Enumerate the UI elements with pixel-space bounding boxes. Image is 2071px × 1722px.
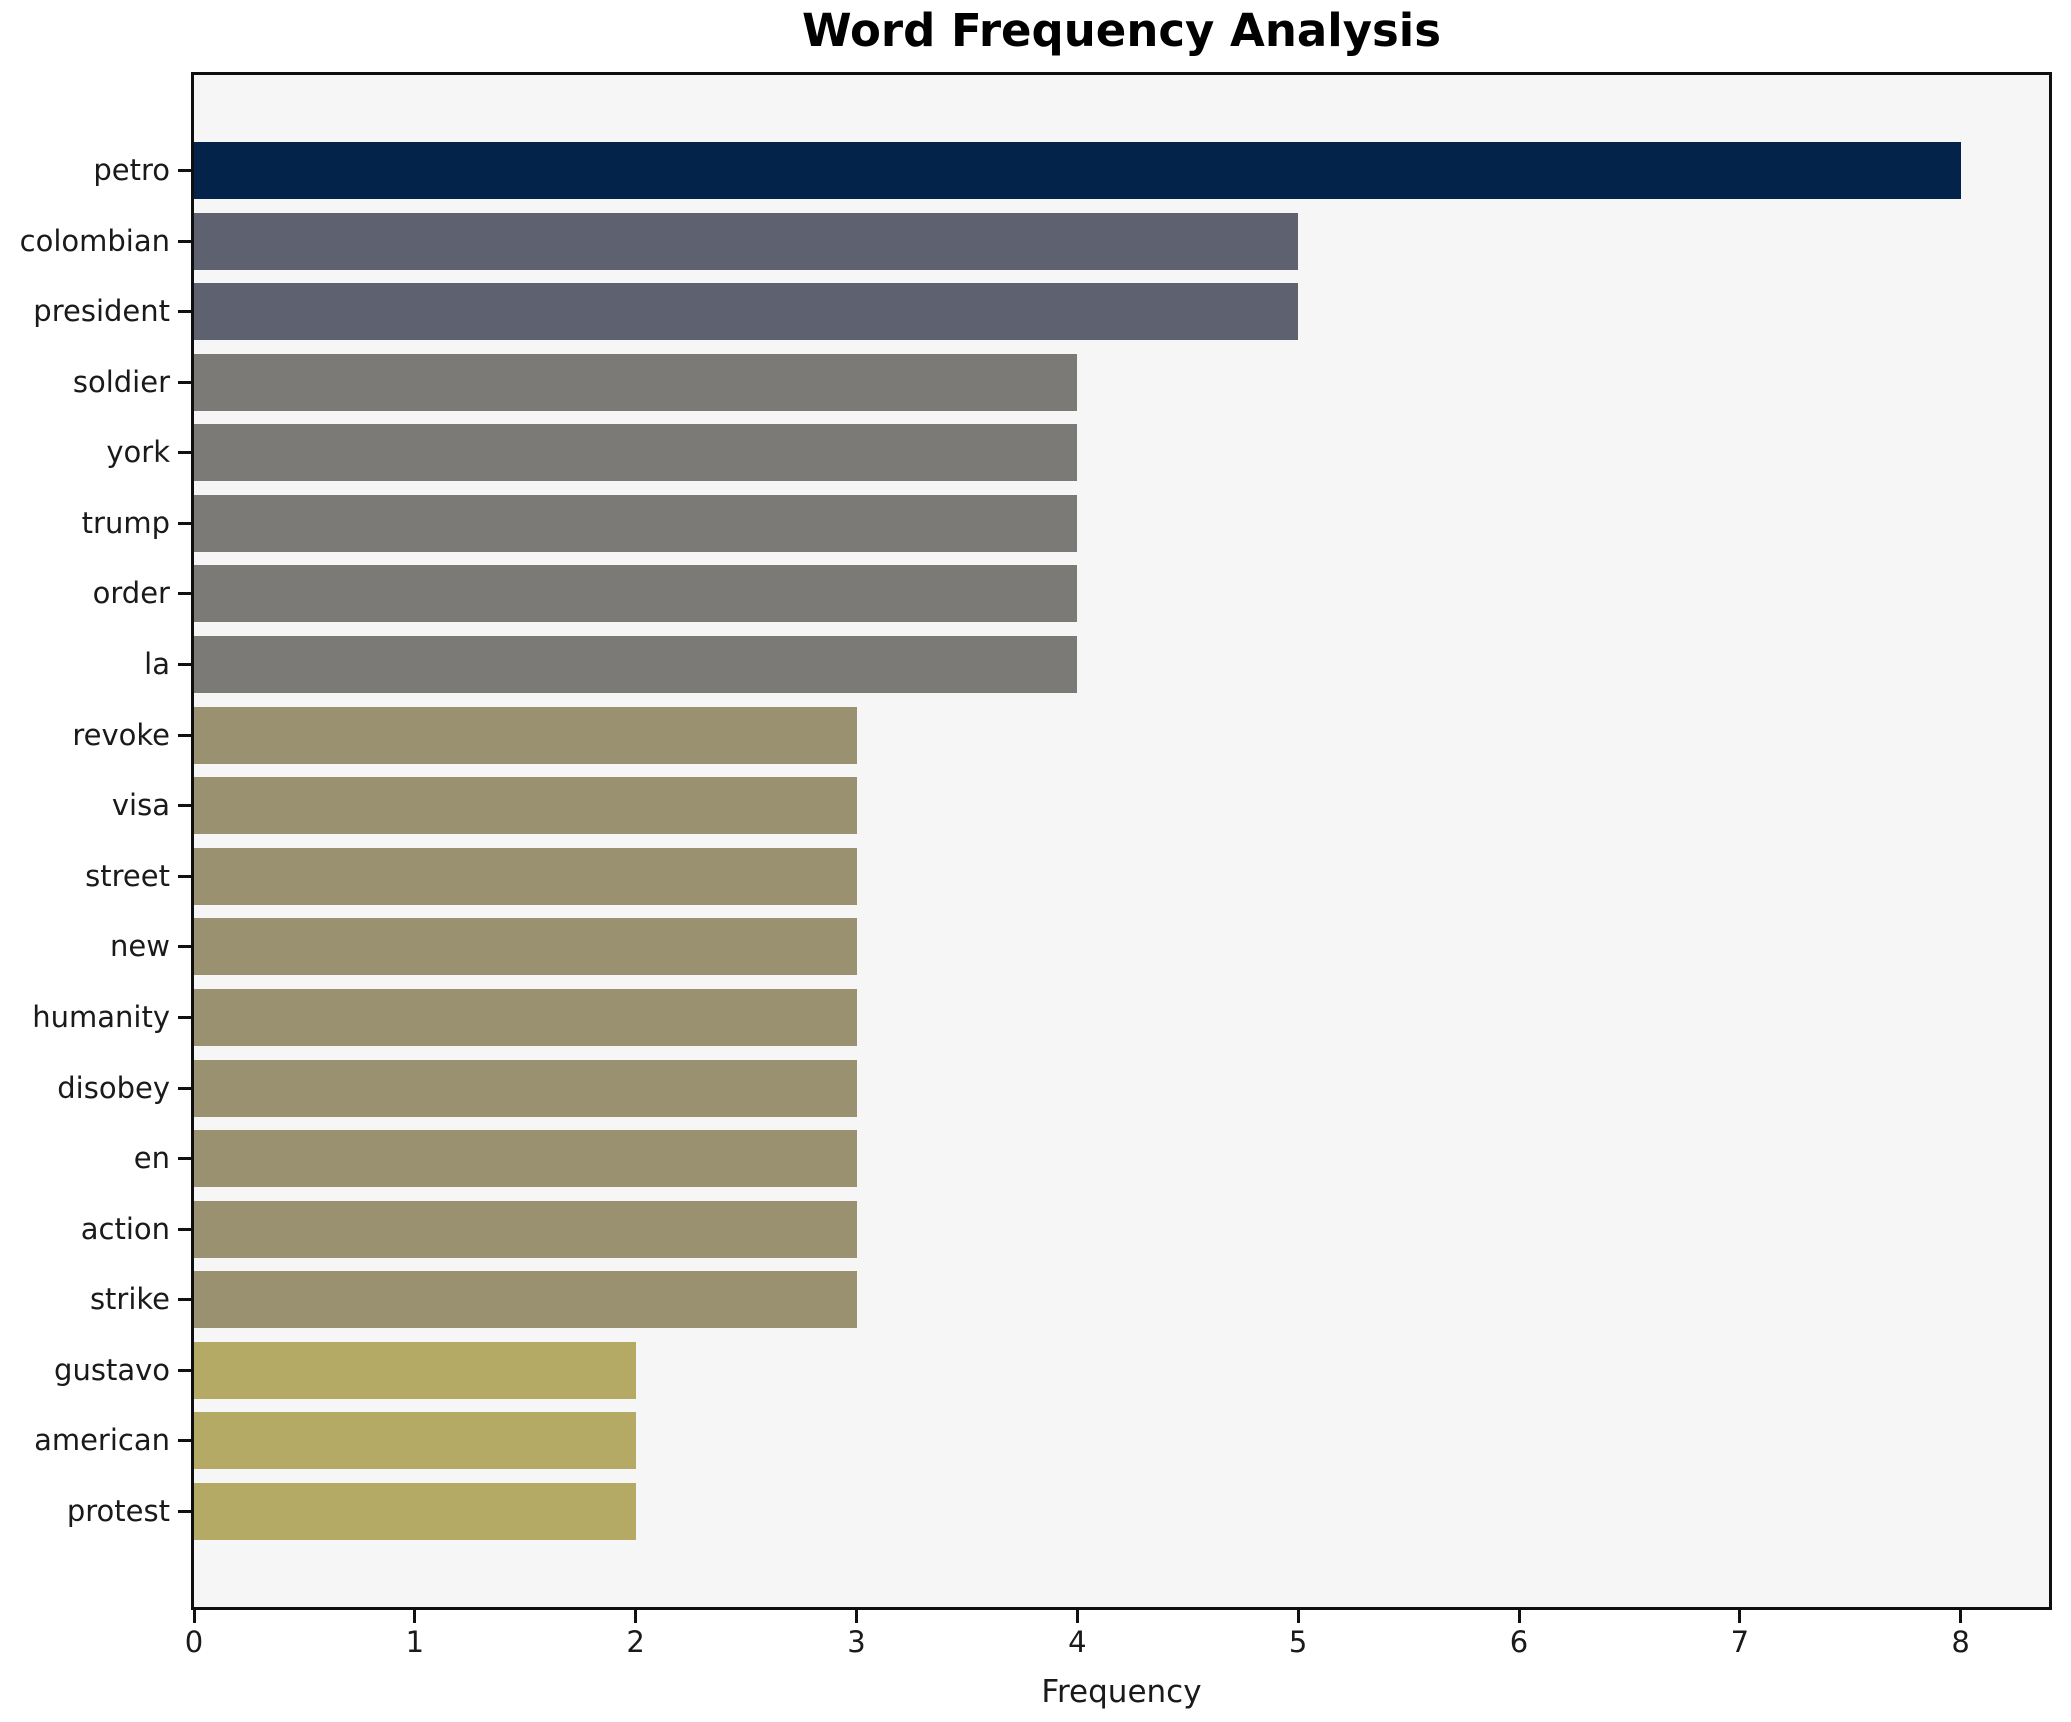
y-tick-mark — [178, 521, 191, 525]
y-tick-label: en — [133, 1141, 170, 1176]
y-tick-label: president — [33, 294, 170, 329]
x-tick-mark — [192, 1610, 196, 1623]
y-tick-mark — [178, 451, 191, 455]
y-tick-label: action — [80, 1211, 170, 1246]
y-tick-label: colombian — [19, 223, 170, 258]
y-tick-mark — [178, 804, 191, 808]
x-tick-mark — [1296, 1610, 1300, 1623]
bar — [194, 1412, 636, 1470]
bar — [194, 847, 857, 905]
x-tick-mark — [1738, 1610, 1742, 1623]
y-tick-mark — [178, 1298, 191, 1302]
y-tick-mark — [178, 874, 191, 878]
y-tick-mark — [178, 1368, 191, 1372]
y-tick-label: street — [85, 858, 170, 893]
y-tick-label: protest — [66, 1494, 170, 1528]
bar — [194, 706, 857, 764]
x-tick-mark — [634, 1610, 638, 1623]
bar — [194, 283, 1299, 341]
y-tick-mark — [178, 1015, 191, 1019]
y-tick-label: order — [92, 576, 170, 611]
x-tick-mark — [1959, 1610, 1963, 1623]
y-tick-label: petro — [93, 153, 170, 187]
x-tick-label: 2 — [626, 1625, 645, 1659]
y-tick-label: american — [34, 1423, 170, 1458]
bars-layer — [194, 75, 2049, 1607]
y-tick-label: visa — [111, 788, 170, 823]
chart-title: Word Frequency Analysis — [801, 4, 1442, 57]
y-tick-mark — [178, 310, 191, 314]
y-tick-mark — [178, 592, 191, 596]
x-tick-label: 1 — [405, 1625, 425, 1659]
y-tick-label: york — [106, 435, 170, 470]
bar — [194, 142, 1961, 199]
bar — [194, 1130, 857, 1188]
x-tick-label: 8 — [1951, 1625, 1970, 1659]
bar — [194, 918, 857, 976]
y-tick-label: humanity — [32, 999, 170, 1034]
bar — [194, 1341, 636, 1399]
y-tick-mark — [178, 1157, 191, 1161]
bar — [194, 636, 1078, 694]
bar — [194, 353, 1078, 411]
y-tick-mark — [178, 1439, 191, 1443]
x-tick-label: 6 — [1509, 1625, 1529, 1659]
y-tick-label: strike — [89, 1282, 170, 1317]
y-tick-label: gustavo — [54, 1352, 170, 1387]
plot-area — [191, 72, 2052, 1610]
bar — [194, 565, 1078, 623]
y-tick-label: soldier — [72, 364, 170, 399]
x-tick-label: 7 — [1730, 1625, 1750, 1659]
y-tick-label: new — [110, 929, 170, 964]
x-tick-mark — [1517, 1610, 1521, 1623]
y-tick-mark — [178, 239, 191, 243]
bar — [194, 424, 1078, 482]
y-tick-mark — [178, 169, 191, 172]
x-tick-mark — [855, 1610, 858, 1623]
y-tick-mark — [178, 380, 191, 384]
y-tick-mark — [178, 1227, 191, 1231]
bar — [194, 494, 1078, 552]
x-tick-mark — [1075, 1610, 1079, 1623]
bar — [194, 1059, 857, 1117]
y-tick-mark — [178, 945, 191, 949]
x-tick-label: 0 — [184, 1625, 204, 1659]
x-tick-label: 3 — [847, 1625, 866, 1659]
bar — [194, 1483, 636, 1540]
y-tick-mark — [178, 1510, 191, 1513]
bar — [194, 212, 1299, 270]
y-tick-label: disobey — [57, 1070, 170, 1105]
bar — [194, 1271, 857, 1329]
bar — [194, 777, 857, 835]
y-tick-label: revoke — [72, 717, 170, 752]
x-tick-mark — [413, 1610, 417, 1623]
y-tick-mark — [178, 733, 191, 737]
x-tick-label: 5 — [1288, 1625, 1308, 1659]
y-tick-label: trump — [81, 505, 170, 540]
y-tick-mark — [178, 1086, 191, 1090]
y-tick-mark — [178, 663, 191, 667]
x-tick-label: 4 — [1068, 1625, 1087, 1659]
bar — [194, 1200, 857, 1258]
bar — [194, 988, 857, 1046]
y-tick-label: la — [144, 647, 170, 682]
x-axis-title: Frequency — [1041, 1674, 1202, 1710]
